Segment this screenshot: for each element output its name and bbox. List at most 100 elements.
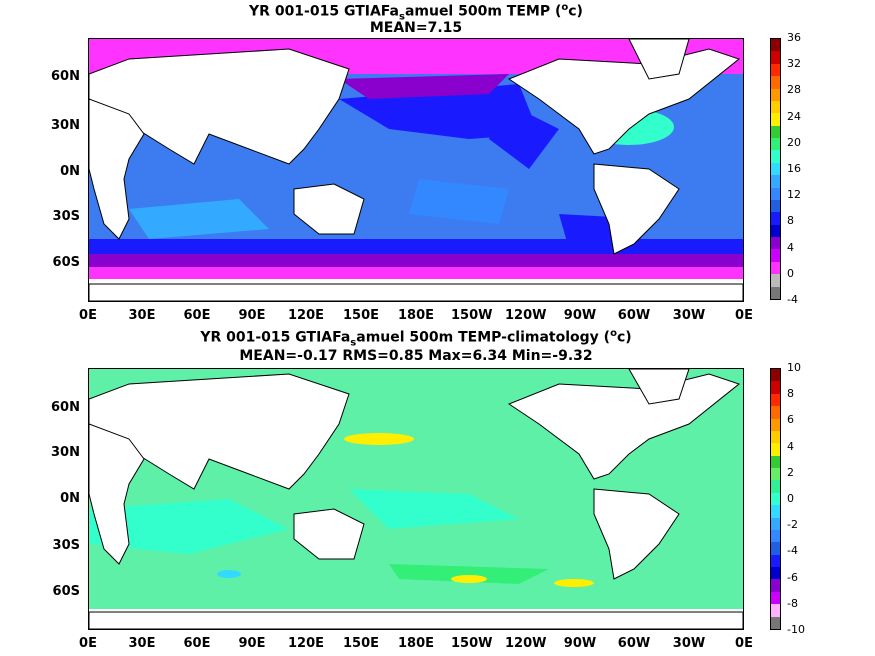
top-colorbar-label: -4 [787,293,798,306]
bottom-xtick-8: 120W [505,636,547,651]
bottom-colorbar-label: -4 [787,544,798,558]
bottom-xtick-3: 90E [238,636,266,651]
bottom-xtick-10: 60W [617,636,651,651]
bottom-ytick-60s: 60S [52,584,80,599]
top-xtick-10: 60W [617,308,651,323]
bottom-colorbar-swatch [771,542,780,555]
bottom-colorbar-swatch [771,468,780,481]
top-xtick-8: 120W [505,308,547,323]
bottom-colorbar-swatch [771,492,780,506]
bottom-colorbar-label: 6 [787,413,794,427]
bottom-colorbar-swatch [771,505,780,518]
top-ytick-60n: 60N [51,69,80,84]
top-map [88,38,744,302]
top-colorbar-swatch [771,175,780,188]
top-title-line2: MEAN=7.15 [369,20,463,36]
top-colorbar-swatch [771,274,780,287]
top-xtick-5: 150E [342,308,380,323]
top-colorbar-swatch [771,113,780,126]
bottom-colorbar-label: -6 [787,570,798,584]
bottom-colorbar-label: -2 [787,518,798,532]
bottom-ytick-0n: 0N [60,491,80,506]
bottom-title-line2: MEAN=-0.17 RMS=0.85 Max=6.34 Min=-9.32 [239,348,593,364]
top-xtick-6: 180E [397,308,435,323]
bottom-colorbar-swatch [771,604,780,617]
top-colorbar-swatch [771,125,780,138]
top-colorbar-label: 8 [787,214,794,228]
top-colorbar-swatch [771,63,780,77]
bottom-colorbar-label: 4 [787,439,794,453]
bottom-map-svg [89,369,743,629]
bottom-map [88,368,744,630]
bottom-colorbar-swatch [771,554,780,567]
top-colorbar-label: 12 [787,188,801,202]
bottom-colorbar [770,368,781,630]
bottom-colorbar-swatch [771,529,780,543]
top-ytick-0n: 0N [60,164,80,179]
top-colorbar-label: 32 [787,57,801,71]
bottom-xtick-5: 150E [342,636,380,651]
bottom-title-line1: YR 001-015 GTIAFasamuel 500m TEMP-climat… [200,328,632,349]
top-colorbar-swatch [771,100,780,114]
bottom-colorbar-label: 2 [787,465,794,479]
top-xtick-0: 0E [79,308,97,323]
bottom-colorbar-label: -10 [787,623,805,636]
bottom-xtick-9: 90W [563,636,597,651]
top-colorbar-swatch [771,249,780,262]
bottom-xtick-0: 0E [79,636,97,651]
top-colorbar-swatch [771,138,780,151]
bottom-colorbar-label: 0 [787,492,794,505]
top-colorbar-label: 36 [787,31,801,44]
top-colorbar-swatch [771,199,780,213]
bottom-colorbar-swatch [771,418,780,431]
top-colorbar-swatch [771,261,780,275]
bottom-xtick-11: 30W [672,636,706,651]
top-colorbar-swatch [771,162,780,176]
bottom-xtick-2: 60E [183,636,211,651]
top-xtick-9: 90W [563,308,597,323]
bottom-xtick-12: 0E [735,636,753,651]
bottom-colorbar-swatch [771,517,780,530]
top-colorbar-swatch [771,51,780,64]
bottom-ytick-60n: 60N [51,400,80,415]
bottom-xtick-4: 120E [287,636,325,651]
top-xtick-2: 60E [183,308,211,323]
bottom-colorbar-swatch [771,381,780,394]
bottom-xtick-7: 150W [451,636,493,651]
bottom-colorbar-swatch [771,455,780,468]
top-xtick-4: 120E [287,308,325,323]
top-colorbar-swatch [771,88,780,101]
top-colorbar-swatch [771,76,780,89]
bottom-colorbar-swatch [771,443,780,456]
top-ytick-30n: 30N [51,118,80,133]
bottom-colorbar-swatch [771,369,780,382]
bottom-xtick-6: 180E [397,636,435,651]
top-xtick-1: 30E [128,308,156,323]
bottom-colorbar-swatch [771,430,780,444]
bottom-colorbar-swatch [771,406,780,419]
top-xtick-3: 90E [238,308,266,323]
top-colorbar-swatch [771,237,780,250]
bottom-xtick-1: 30E [128,636,156,651]
bottom-ytick-30s: 30S [52,538,80,553]
bottom-ytick-30n: 30N [51,445,80,460]
top-ytick-60s: 60S [52,255,80,270]
top-colorbar-label: 28 [787,83,801,97]
top-colorbar-swatch [771,187,780,200]
top-colorbar-swatch [771,286,780,299]
top-colorbar-swatch [771,39,780,52]
top-map-svg [89,39,743,301]
top-colorbar-label: 16 [787,162,801,175]
top-ytick-30s: 30S [52,209,80,224]
top-title-line1: YR 001-015 GTIAFasamuel 500m TEMP (oc) [249,2,583,23]
bottom-colorbar-swatch [771,567,780,580]
top-xtick-12: 0E [735,308,753,323]
bottom-colorbar-swatch [771,480,780,493]
top-xtick-11: 30W [672,308,706,323]
bottom-colorbar-swatch [771,616,780,629]
top-colorbar-swatch [771,150,780,163]
top-xtick-7: 150W [451,308,493,323]
bottom-colorbar-label: 8 [787,387,794,401]
bottom-colorbar-label: 10 [787,361,801,374]
top-colorbar-label: 24 [787,109,801,123]
